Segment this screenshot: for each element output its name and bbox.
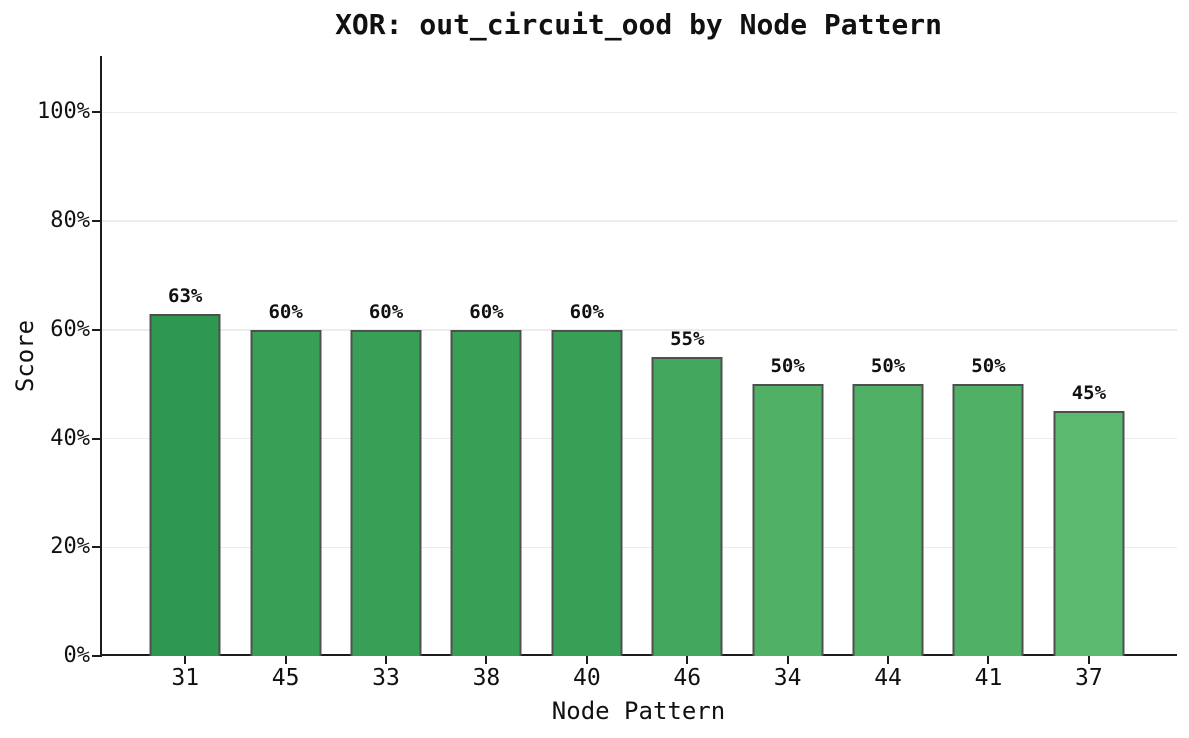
x-tick-label: 37	[1075, 665, 1103, 691]
x-tick-label: 40	[572, 665, 601, 691]
y-tick-label: 0%	[63, 643, 91, 668]
bar	[450, 329, 522, 656]
x-tick-label: 38	[472, 665, 501, 691]
bars-container: 63% 31 60% 45 60% 33 60% 38 60% 40 55% 46 50% 34 50% 44…	[135, 56, 1139, 691]
x-tick-mark	[786, 656, 789, 664]
bar	[752, 384, 824, 656]
y-tick-mark	[92, 437, 102, 440]
y-tick-mark	[92, 655, 102, 657]
bar	[852, 384, 924, 656]
y-tick-label: 40%	[50, 425, 90, 451]
bar-value-label: 63%	[168, 284, 203, 307]
x-tick-label: 31	[171, 665, 200, 691]
bar	[149, 313, 221, 656]
y-tick-mark	[92, 328, 102, 331]
x-tick-label: 41	[974, 665, 1003, 691]
x-tick-label: 46	[673, 665, 702, 691]
bar-value-label: 50%	[770, 355, 805, 378]
y-tick-label: 20%	[50, 534, 90, 560]
x-tick-mark	[987, 656, 990, 664]
bar-slot: 60% 33	[336, 56, 436, 691]
x-tick-mark	[385, 656, 388, 664]
x-tick-label: 34	[773, 665, 802, 691]
x-tick-mark	[1087, 656, 1090, 664]
x-tick-mark	[184, 656, 187, 664]
bar-slot: 60% 40	[537, 56, 637, 691]
x-tick-mark	[686, 656, 689, 664]
x-tick-label: 33	[372, 665, 400, 691]
bar	[651, 357, 723, 656]
bar-slot: 55% 46	[637, 56, 737, 691]
bar-slot: 63% 31	[135, 56, 235, 691]
bar-value-label: 45%	[1071, 382, 1107, 405]
y-tick-mark	[92, 220, 102, 223]
bar-value-label: 60%	[268, 300, 303, 323]
bar-slot: 50% 44	[838, 56, 938, 691]
x-tick-mark	[485, 656, 488, 664]
bar-value-label: 50%	[870, 355, 906, 378]
bar	[952, 384, 1024, 656]
bar-value-label: 50%	[971, 355, 1006, 378]
bar	[1053, 411, 1125, 656]
x-tick-mark	[585, 656, 588, 664]
bar-slot: 50% 41	[938, 56, 1038, 691]
bar-value-label: 55%	[670, 328, 705, 350]
x-tick-mark	[887, 656, 890, 664]
plot-area: 63% 31 60% 45 60% 33 60% 38 60% 40 55% 46 50% 34 50% 44…	[37, 56, 1177, 691]
bar-slot: 45% 37	[1039, 56, 1139, 691]
x-tick-label: 44	[874, 665, 902, 691]
y-tick-label: 80%	[50, 208, 90, 234]
bar	[350, 329, 422, 656]
x-tick-mark	[284, 656, 287, 664]
x-axis-title: Node Pattern	[551, 697, 726, 725]
x-tick-label: 45	[271, 665, 300, 691]
bar-slot: 60% 45	[235, 56, 335, 691]
y-tick-mark	[92, 111, 102, 114]
bar-value-label: 60%	[368, 300, 404, 323]
bar	[250, 329, 322, 656]
y-axis-title: Score	[11, 319, 39, 393]
y-tick-mark	[92, 546, 102, 549]
y-tick-label: 60%	[50, 316, 90, 342]
bar-slot: 60% 38	[436, 56, 536, 691]
y-tick-label: 100%	[37, 99, 90, 125]
bar-slot: 50% 34	[737, 56, 837, 691]
bar-value-label: 60%	[569, 300, 604, 323]
bar	[551, 329, 623, 656]
chart-title: XOR: out_circuit_ood by Node Pattern	[335, 8, 942, 41]
bar-value-label: 60%	[469, 300, 504, 323]
